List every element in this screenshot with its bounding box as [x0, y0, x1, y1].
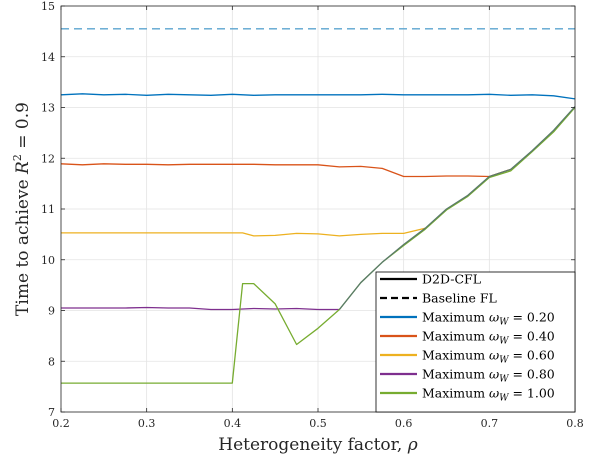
y-tick-label: 8 — [48, 355, 55, 368]
x-tick-label: 0.5 — [309, 417, 327, 430]
legend-label: Maximum ωW = 0.60 — [422, 348, 555, 366]
y-tick-label: 14 — [41, 51, 55, 64]
series-line-2 — [60, 163, 511, 178]
x-axis-label: Heterogeneity factor, ρ — [218, 435, 417, 455]
legend-label: Maximum ωW = 0.20 — [422, 310, 555, 328]
series-line-3 — [61, 227, 426, 237]
x-tick-label: 0.7 — [481, 417, 499, 430]
y-tick-label: 13 — [41, 102, 55, 115]
series-line-4 — [61, 306, 340, 311]
y-tick-label: 9 — [48, 305, 55, 318]
series-line-6 — [338, 106, 576, 310]
series-group — [60, 28, 576, 384]
x-tick-label: 0.6 — [395, 417, 413, 430]
x-tick-label: 0.3 — [138, 417, 156, 430]
series-line-1 — [60, 93, 576, 100]
y-axis-label: Time to achieve R2 = 0.9 — [11, 102, 33, 316]
legend-label: Baseline FL — [422, 291, 497, 306]
y-tick-label: 15 — [41, 0, 55, 13]
legend-box — [375, 271, 576, 413]
x-tick-label: 0.2 — [52, 417, 70, 430]
tick-labels: 0.2 0.3 0.4 0.5 0.6 0.7 0.8 7 8 9 10 11 12 13 14 15 — [41, 0, 584, 430]
x-tick-label: 0.8 — [566, 417, 584, 430]
y-tick-label: 11 — [41, 203, 55, 216]
y-tick-label: 10 — [41, 254, 55, 267]
x-tick-label: 0.4 — [224, 417, 242, 430]
legend-label: D2D-CFL — [422, 272, 481, 287]
y-tick-label: 7 — [48, 406, 55, 419]
legend-label: Maximum ωW = 1.00 — [422, 386, 555, 404]
y-tick-label: 12 — [41, 152, 55, 165]
legend-label: Maximum ωW = 0.80 — [422, 367, 555, 385]
series-line-5 — [61, 107, 576, 384]
legend-label: Maximum ωW = 0.40 — [422, 329, 555, 347]
